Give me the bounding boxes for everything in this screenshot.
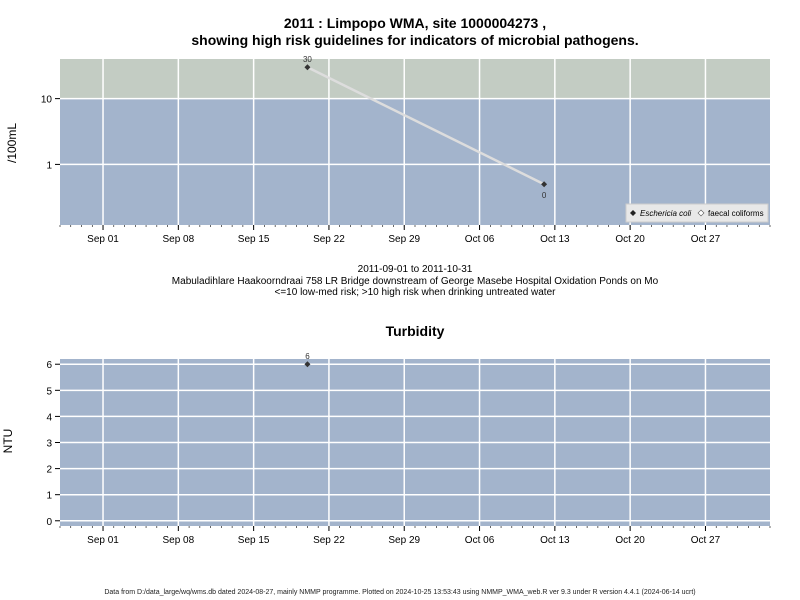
- turbidity-title: Turbidity: [385, 323, 445, 339]
- data-point: [304, 361, 311, 368]
- data-label: 30: [303, 55, 312, 64]
- x-tick-label: Oct 13: [540, 535, 570, 546]
- y-axis-label-bottom: NTU: [1, 428, 15, 454]
- x-tick-label: Sep 08: [162, 234, 194, 245]
- data-label: 0: [542, 191, 547, 200]
- x-tick-label: Sep 08: [162, 535, 194, 546]
- x-tick-label: Sep 15: [238, 234, 270, 245]
- y-tick-label: 1: [46, 160, 52, 171]
- data-point: [304, 64, 311, 71]
- legend-box: [625, 203, 769, 223]
- legend-label-ecoli: Eschericia coli: [640, 209, 691, 218]
- x-tick-label: Oct 20: [615, 234, 645, 245]
- footer-note: Data from D:/data_large/wq/wms.db dated …: [104, 589, 696, 596]
- y-tick-label: 4: [46, 412, 52, 423]
- x-tick-label: Sep 22: [313, 535, 345, 546]
- x-tick-label: Sep 22: [313, 234, 345, 245]
- chart-title-line1: 2011 : Limpopo WMA, site 1000004273 ,: [283, 15, 547, 31]
- y-tick-label: 0: [46, 517, 52, 528]
- y-tick-label: 5: [46, 386, 52, 397]
- data-point: [541, 181, 548, 188]
- x-tick-label: Sep 29: [388, 234, 420, 245]
- legend-label-faecal: faecal coliforms: [708, 209, 764, 218]
- x-tick-label: Oct 27: [691, 535, 721, 546]
- y-tick-label: 1: [46, 491, 52, 502]
- x-tick-label: Sep 01: [87, 535, 119, 546]
- series-line: [306, 66, 545, 186]
- x-tick-label: Oct 13: [540, 234, 570, 245]
- y-tick-label: 6: [46, 360, 52, 371]
- x-tick-label: Oct 06: [465, 234, 495, 245]
- high-risk-band: [60, 59, 770, 99]
- data-label: 6: [305, 352, 310, 361]
- x-tick-label: Oct 20: [615, 535, 645, 546]
- x-tick-label: Sep 01: [87, 234, 119, 245]
- note-site-description: Mabuladihlare Haakoorndraai 758 LR Bridg…: [171, 276, 659, 287]
- note-date-range: 2011-09-01 to 2011-10-31: [357, 264, 473, 275]
- legend-marker-faecal: [697, 209, 705, 217]
- x-tick-label: Sep 29: [388, 535, 420, 546]
- x-tick-label: Oct 27: [691, 234, 721, 245]
- note-risk-guideline: <=10 low-med risk; >10 high risk when dr…: [274, 287, 556, 298]
- x-tick-label: Sep 15: [238, 535, 270, 546]
- chart-title-line2: showing high risk guidelines for indicat…: [191, 32, 639, 48]
- panel-turbidity: Sep 01 Sep 08 Sep 15 Sep 22 Sep 29 Oct 06 Oct …: [46, 352, 771, 546]
- x-tick-label: Oct 06: [465, 535, 495, 546]
- y-tick-label: 10: [41, 95, 53, 106]
- panel-ecoli: Sep 01 Sep 08 Sep 15 Sep 22 Sep 29 Oct 06 Oct …: [41, 55, 771, 245]
- y-tick-label: 3: [46, 439, 52, 450]
- y-tick-label: 2: [46, 465, 52, 476]
- legend-marker-ecoli: [630, 210, 636, 216]
